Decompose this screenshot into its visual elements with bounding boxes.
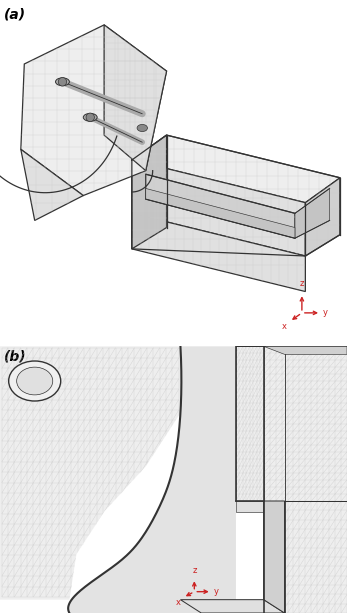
Ellipse shape [83,113,97,121]
Ellipse shape [56,78,69,86]
Polygon shape [264,346,347,501]
Polygon shape [21,25,167,196]
Polygon shape [132,213,305,292]
Text: z: z [300,280,304,289]
Polygon shape [146,174,295,238]
Polygon shape [236,346,264,501]
Text: y: y [213,587,218,596]
Text: (a): (a) [3,7,26,21]
Polygon shape [132,135,340,203]
Circle shape [9,361,61,401]
Polygon shape [104,25,167,170]
Polygon shape [264,501,285,613]
Text: x: x [282,322,287,330]
Polygon shape [295,188,330,238]
Polygon shape [264,346,347,354]
Polygon shape [132,135,167,249]
Polygon shape [305,178,340,256]
Polygon shape [180,600,285,613]
Text: x: x [176,598,180,607]
Polygon shape [264,501,347,613]
Polygon shape [68,346,236,613]
Polygon shape [21,150,83,221]
Text: (b): (b) [3,349,26,363]
Polygon shape [132,160,305,256]
Polygon shape [236,501,264,512]
Ellipse shape [137,124,147,132]
Text: y: y [323,308,328,318]
Circle shape [58,77,67,86]
Circle shape [17,367,53,395]
Circle shape [86,113,94,121]
Polygon shape [0,346,180,600]
Polygon shape [146,188,295,238]
Text: z: z [192,566,196,575]
